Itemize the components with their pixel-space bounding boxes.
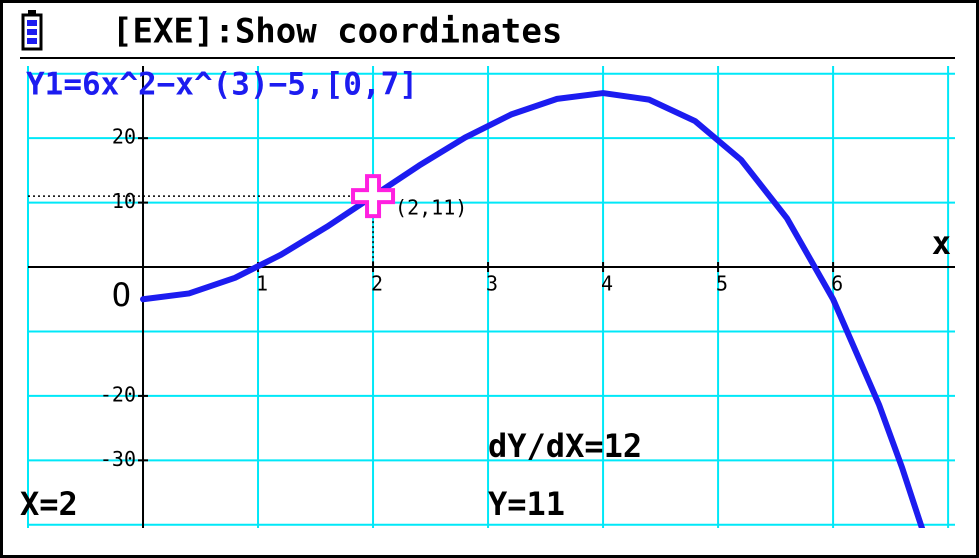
y-tick-label: 10 xyxy=(112,189,136,213)
slope-readout: dY/dX=12 xyxy=(488,427,642,465)
y-tick-label: -20 xyxy=(100,382,136,406)
x-tick-label: 2 xyxy=(371,272,383,296)
x-tick-label: 3 xyxy=(486,272,498,296)
trace-cursor xyxy=(351,174,396,219)
x-axis-label: x xyxy=(932,224,951,262)
function-label: Y1=6x^2−x^(3)−5,[0,7] xyxy=(26,67,418,103)
x-tick-label: 1 xyxy=(256,272,268,296)
y-tick-label: -30 xyxy=(100,447,136,471)
y-tick-label: 20 xyxy=(112,125,136,149)
x-readout: X=2 xyxy=(20,485,78,523)
x-tick-label: 4 xyxy=(601,272,613,296)
header-title: [EXE]:Show coordinates xyxy=(112,12,562,52)
y-readout: Y=11 xyxy=(488,485,565,523)
point-label: (2,11) xyxy=(395,196,467,220)
origin-label: O xyxy=(112,276,131,314)
battery-icon xyxy=(21,10,43,51)
x-tick-label: 5 xyxy=(716,272,728,296)
x-tick-label: 6 xyxy=(831,272,843,296)
function-curve xyxy=(140,90,926,528)
curve-layer xyxy=(140,90,926,528)
plot: 1 2 3 4 5 6 -30 -20 10 20 Ox (2,11) xyxy=(27,66,955,528)
